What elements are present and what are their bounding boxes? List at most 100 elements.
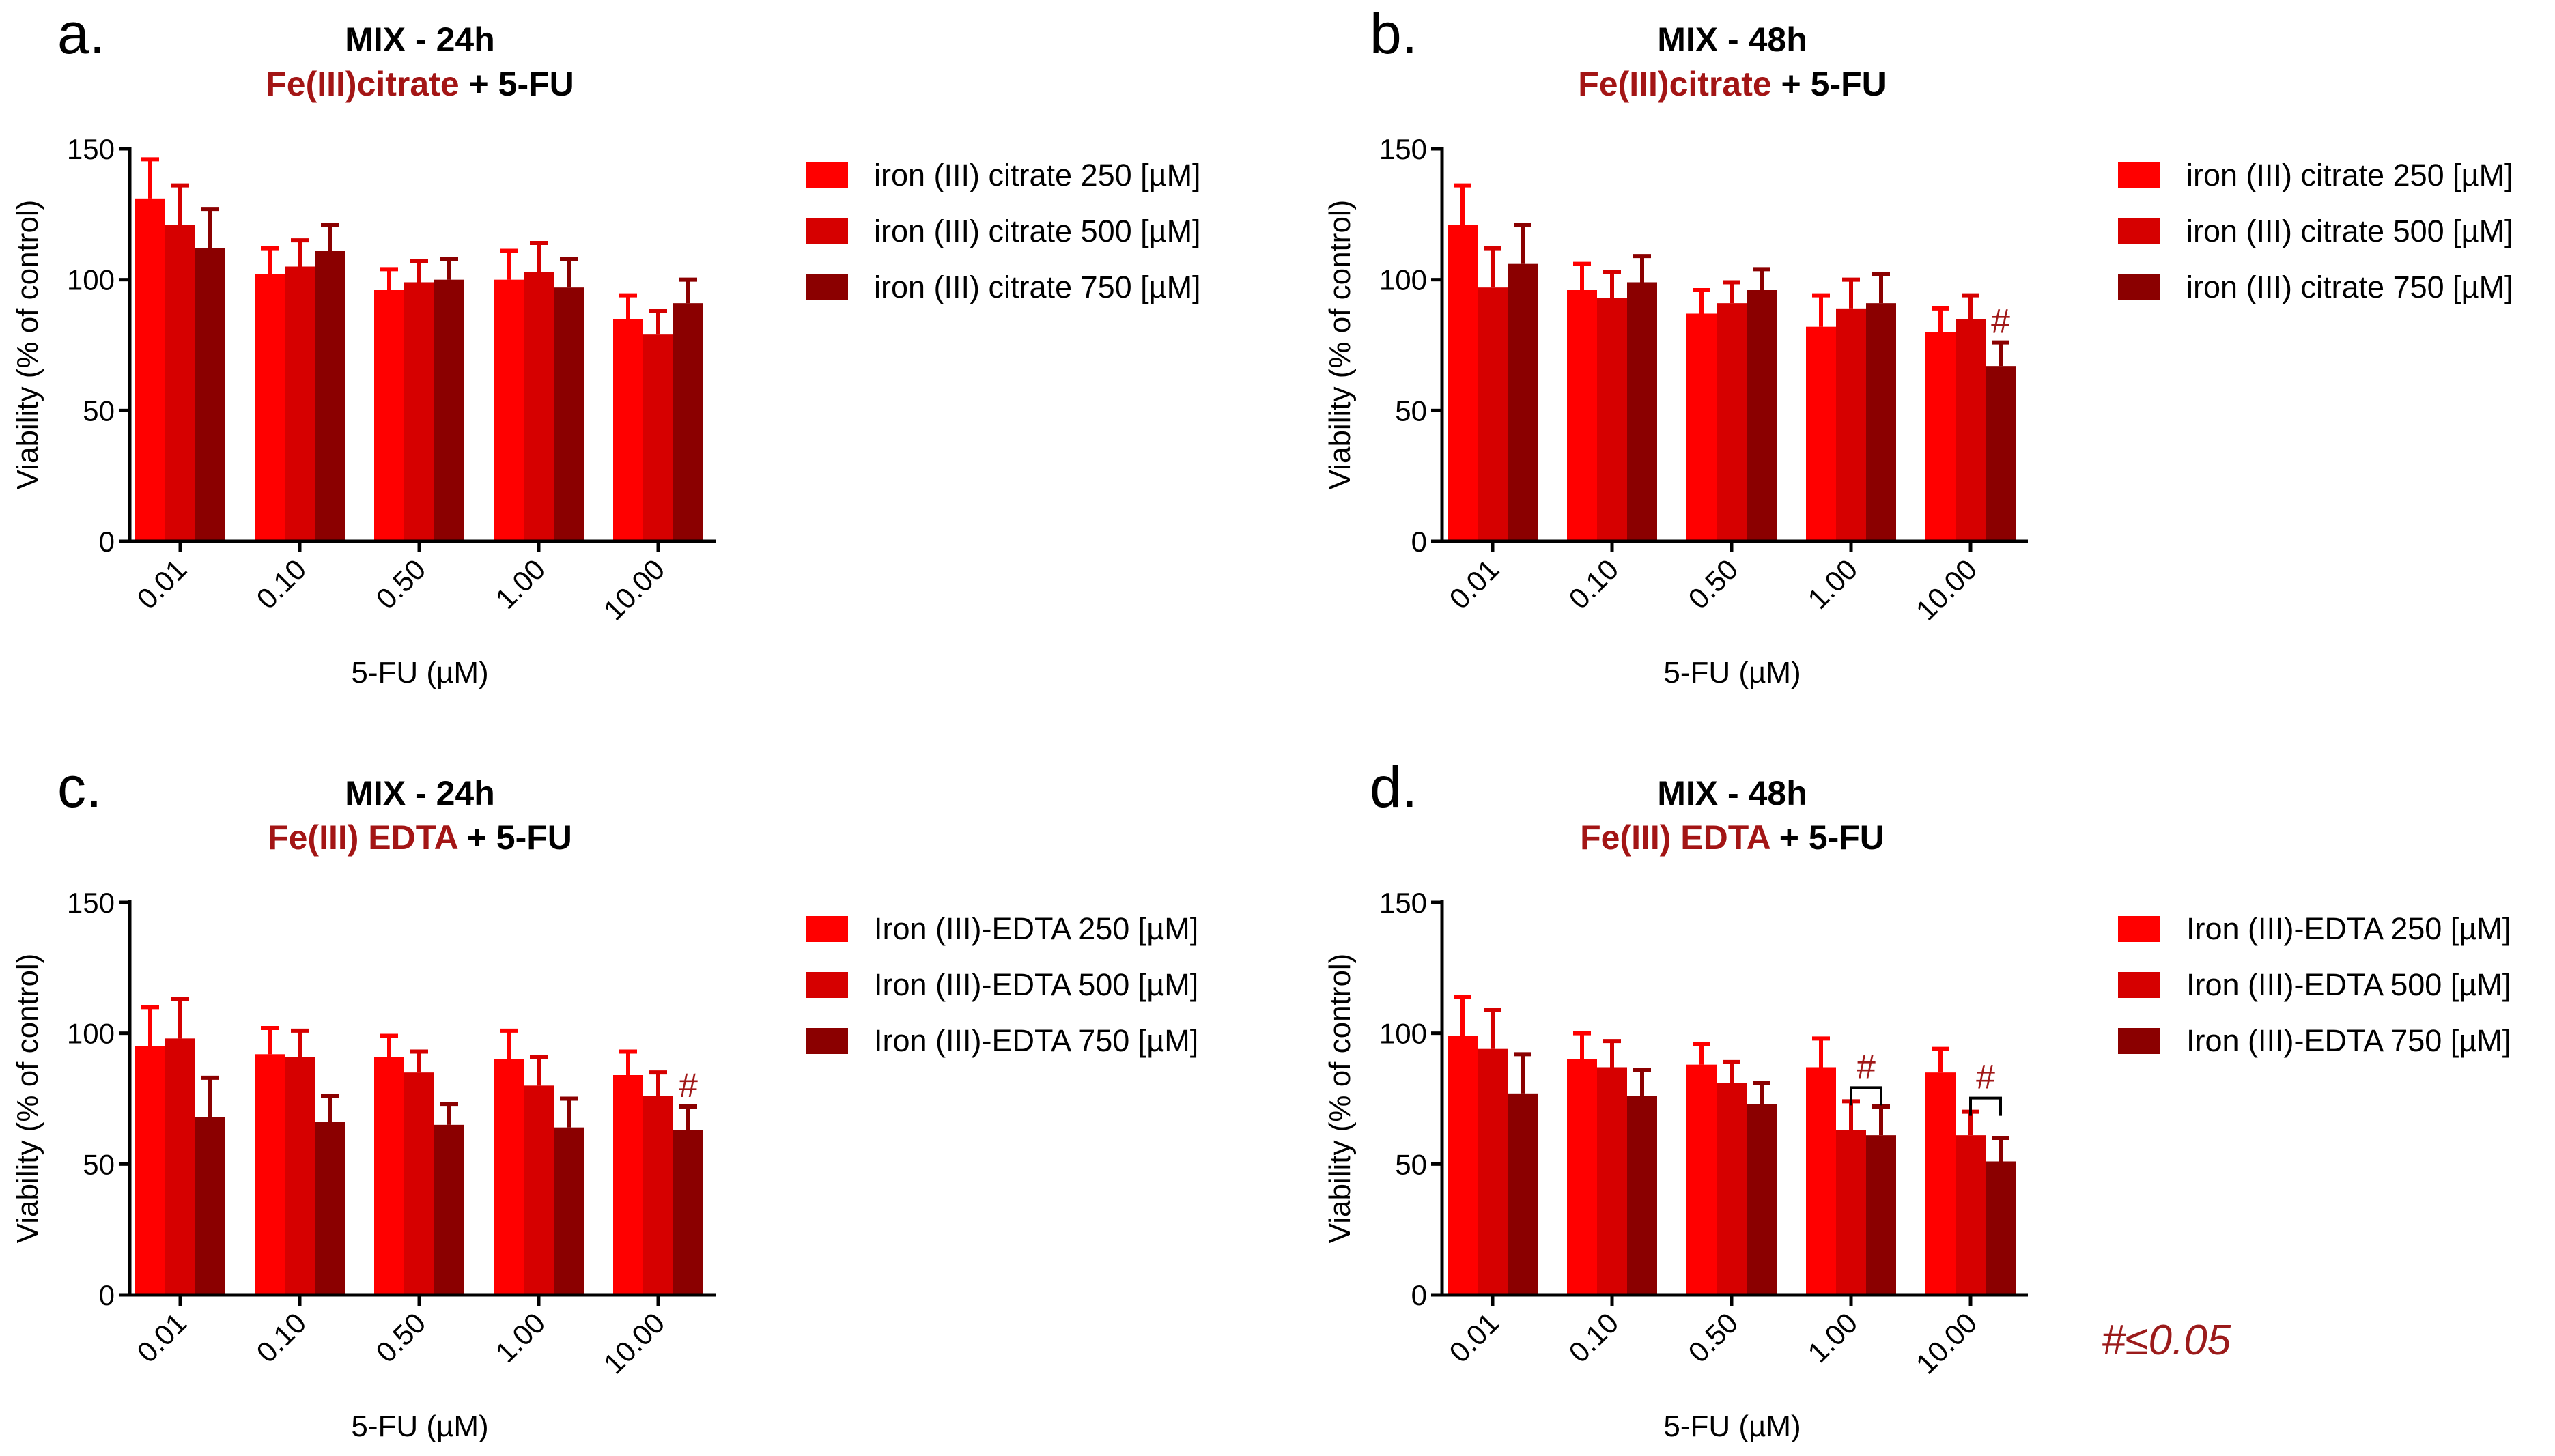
chart-subtitle: Fe(III) EDTA + 5-FU [1580,818,1885,857]
x-tick-label-1.00: 1.00 [1801,1307,1863,1369]
x-tick-label-1.00: 1.00 [1801,553,1863,615]
legend-swatch-2 [2118,972,2160,998]
bar-0.10-series-2 [1597,1067,1627,1295]
bar-0.50-series-2 [1717,1083,1747,1295]
bar-0.01-series-2 [1478,1048,1508,1295]
legend-swatch-1 [2118,916,2160,942]
legend-label-3: iron (III) citrate 750 [µM] [2186,270,2513,304]
chart-panel-d: d. MIX - 48h Fe(III) EDTA + 5-FU 0 50 100 150 0… [1323,755,2511,1443]
y-tick-label-0: 0 [1411,526,1427,558]
bar-0.10-series-1 [255,274,285,541]
subtitle-rest: + 5-FU [457,818,572,857]
x-tick-label-0.01: 0.01 [130,1307,193,1369]
x-tick-label-10.00: 10.00 [1910,553,1984,627]
x-tick-label-10.00: 10.00 [597,553,671,627]
bar-0.50-series-1 [1686,313,1717,541]
chart-title: MIX - 24h [345,774,494,812]
x-axis-label: 5-FU (µM) [1663,1410,1801,1443]
legend-swatch-3 [2118,274,2160,300]
y-tick-label-150: 150 [1379,887,1427,919]
subtitle-rest: + 5-FU [460,65,574,103]
bar-10.00-series-1 [1925,332,1956,541]
bar-10.00-series-1 [1925,1072,1956,1295]
bar-10.00-series-2 [643,1096,673,1295]
bar-0.01-series-1 [135,1046,165,1295]
bar-0.01-series-3 [195,1117,225,1295]
legend-label-2: Iron (III)-EDTA 500 [µM] [874,967,1198,1002]
x-tick-label-0.10: 0.10 [250,1307,312,1369]
significance-marker-2: # [1976,1058,1995,1096]
bar-10.00-series-2 [1956,319,1986,541]
y-tick-label-50: 50 [1395,395,1427,427]
significance-footnote: #≤0.05 [2102,1317,2231,1364]
legend-label-1: iron (III) citrate 250 [µM] [874,158,1201,192]
legend-label-1: Iron (III)-EDTA 250 [µM] [2186,911,2511,946]
x-tick-label-0.50: 0.50 [1682,553,1744,615]
bar-0.01-series-2 [165,1038,195,1295]
x-tick-label-0.50: 0.50 [369,1307,432,1369]
y-tick-label-100: 100 [67,1018,115,1050]
panel-label: a. [57,1,105,66]
x-tick-label-0.10: 0.10 [1562,1307,1624,1369]
bar-0.50-series-3 [1747,290,1777,541]
x-axis-label: 5-FU (µM) [351,1410,488,1443]
legend-label-2: iron (III) citrate 500 [µM] [2186,214,2513,248]
legend-swatch-1 [806,916,848,942]
chart-subtitle: Fe(III)citrate + 5-FU [1578,65,1887,103]
x-tick-label-1.00: 1.00 [489,553,551,615]
y-axis-label: Viability (% of control) [11,200,44,490]
legend-label-3: iron (III) citrate 750 [µM] [874,270,1201,304]
significance-marker-1: # [1991,302,2010,341]
chart-subtitle: Fe(III) EDTA + 5-FU [268,818,572,857]
subtitle-rest: + 5-FU [1772,65,1887,103]
bar-0.01-series-1 [1448,225,1478,541]
bar-0.01-series-3 [1508,1093,1538,1295]
x-tick-label-10.00: 10.00 [1910,1307,1984,1380]
legend-label-3: Iron (III)-EDTA 750 [µM] [2186,1023,2511,1058]
subtitle-drug: Fe(III) EDTA [268,818,458,857]
panel-label: b. [1370,1,1417,66]
y-tick-label-100: 100 [67,264,115,296]
bar-0.10-series-3 [1627,1096,1657,1295]
significance-marker-1: # [679,1066,698,1104]
panel-label: d. [1370,755,1417,819]
bar-0.01-series-1 [1448,1036,1478,1295]
y-tick-label-50: 50 [83,395,115,427]
bar-10.00-series-3 [673,303,703,541]
bar-0.10-series-1 [1567,1059,1597,1295]
bar-0.50-series-1 [374,1057,404,1295]
bar-0.10-series-3 [315,1122,345,1295]
bar-0.10-series-2 [1597,298,1627,541]
subtitle-drug: Fe(III) EDTA [1580,818,1770,857]
bar-0.10-series-1 [255,1054,285,1295]
bar-1.00-series-2 [1836,308,1866,541]
x-tick-label-0.50: 0.50 [1682,1307,1744,1369]
chart-title: MIX - 48h [1657,20,1807,59]
y-tick-label-0: 0 [1411,1279,1427,1311]
panel-label: c. [57,755,102,819]
bar-10.00-series-2 [643,334,673,541]
bar-1.00-series-3 [554,287,584,541]
bar-1.00-series-1 [1806,326,1836,541]
bar-0.50-series-1 [374,290,404,541]
significance-bracket-2 [1969,1096,2002,1116]
bar-0.50-series-2 [404,1072,434,1295]
y-axis-label: Viability (% of control) [1323,200,1357,490]
bar-0.01-series-3 [1508,263,1538,541]
y-tick-label-100: 100 [1379,1018,1427,1050]
bar-0.50-series-3 [1747,1104,1777,1295]
bar-0.01-series-2 [1478,287,1508,541]
legend-swatch-3 [2118,1028,2160,1054]
bar-10.00-series-2 [1956,1135,1986,1295]
chart-panel-c: c. MIX - 24h Fe(III) EDTA + 5-FU 0 50 100 150 0… [11,755,1198,1443]
chart-subtitle: Fe(III)citrate + 5-FU [266,65,574,103]
bar-10.00-series-3 [1986,366,2016,541]
bar-1.00-series-2 [524,1085,554,1295]
legend-swatch-2 [2118,218,2160,244]
bar-0.10-series-2 [285,266,315,541]
y-tick-label-50: 50 [1395,1148,1427,1180]
x-axis-label: 5-FU (µM) [1663,656,1801,689]
bar-0.50-series-2 [404,282,434,541]
legend-label-3: Iron (III)-EDTA 750 [µM] [874,1023,1198,1058]
